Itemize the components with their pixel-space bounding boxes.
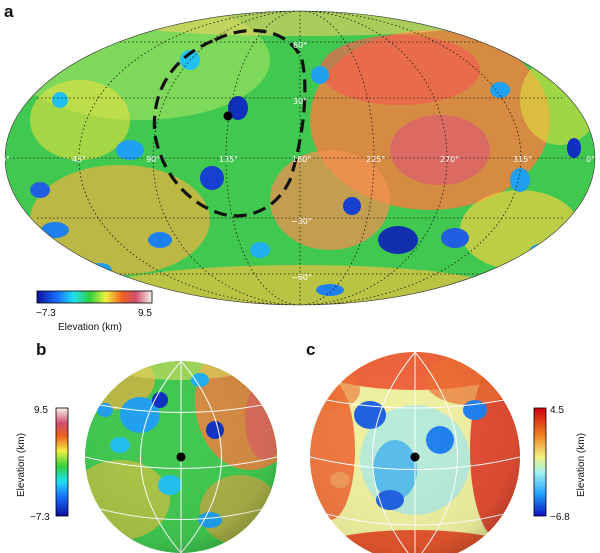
colorbar-c-title: Elevation (km) (576, 433, 587, 497)
panel-letter-c: c (306, 340, 316, 359)
region-outline-a (152, 28, 307, 218)
colorbar-b-max: 9.5 (34, 405, 48, 416)
colorbar-c-bar (533, 407, 547, 517)
map-a: 0° 45° 90° 135° 180° 225° 270° 315° 0° 6… (1, 10, 596, 306)
colorbar-b: 9.5 −7.3 Elevation (km) (16, 405, 69, 523)
lon-label-225: 225° (366, 155, 385, 164)
lat-label-m30: −30° (291, 217, 312, 226)
map-a-graticule (5, 11, 595, 305)
center-point-a (223, 111, 233, 121)
lat-label-30: 30° (293, 97, 307, 106)
lon-label-360: 0° (586, 155, 595, 164)
lon-label-45: 45° (72, 155, 86, 164)
lon-label-270: 270° (440, 155, 459, 164)
lon-label-315: 315° (513, 155, 532, 164)
lon-label-135: 135° (219, 155, 238, 164)
colorbar-b-title: Elevation (km) (16, 433, 27, 497)
lon-label-180: 180° (292, 155, 311, 164)
colorbar-b-bar (55, 407, 69, 517)
colorbar-a: −7.3 9.5 Elevation (km) (36, 290, 153, 333)
map-a-outline (4, 10, 596, 306)
lat-label-60: 60° (293, 41, 307, 50)
center-point-c (410, 452, 420, 462)
colorbar-b-min: −7.3 (30, 512, 50, 523)
colorbar-c-max: 4.5 (550, 405, 564, 416)
center-point-b (176, 452, 186, 462)
colorbar-a-min: −7.3 (36, 308, 56, 319)
colorbar-a-max: 9.5 (138, 308, 152, 319)
panel-letter-b: b (36, 340, 47, 359)
globe-b (85, 361, 277, 553)
globe-c (310, 352, 520, 553)
lon-label-0: 0° (1, 155, 10, 164)
lon-label-90: 90° (146, 155, 160, 164)
lat-label-m60: −60° (291, 273, 312, 282)
colorbar-c: 4.5 −6.8 Elevation (km) (533, 405, 587, 523)
colorbar-a-bar (36, 290, 153, 304)
colorbar-a-title: Elevation (km) (58, 322, 122, 333)
colorbar-c-min: −6.8 (550, 512, 570, 523)
panel-letter-a: a (4, 2, 14, 21)
